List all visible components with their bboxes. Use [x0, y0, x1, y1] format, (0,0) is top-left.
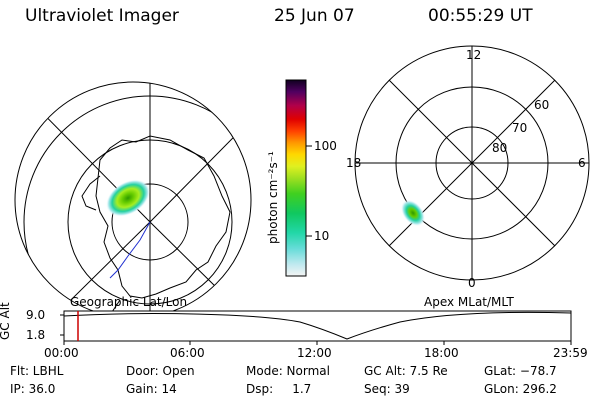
- filter-info: Flt: LBHL: [10, 364, 64, 378]
- colorbar-tick-10: 10: [314, 229, 330, 243]
- x-tick-1800: 18:00: [424, 346, 459, 360]
- door-info: Door: Open: [126, 364, 195, 378]
- geographic-label: Geographic Lat/Lon: [70, 295, 188, 309]
- mode-info: Mode: Normal: [246, 364, 330, 378]
- mlt-polar-plot: [354, 45, 590, 281]
- gc-alt-axis-title: GC Alt: [0, 302, 12, 340]
- mlt-label-18: 18: [346, 156, 362, 170]
- mlt-label-0: 0: [468, 276, 476, 290]
- y-tick-1-8: 1.8: [26, 328, 46, 342]
- y-tick-9: 9.0: [26, 308, 46, 322]
- mlat-label-70: 70: [512, 121, 528, 135]
- continent-outline: [95, 135, 231, 299]
- colorbar-unit-label: photon cm⁻²s⁻¹: [266, 151, 280, 244]
- altitude-timeline: [60, 310, 572, 345]
- x-tick-0000: 00:00: [44, 346, 79, 360]
- instrument-title: Ultraviolet Imager: [25, 6, 179, 26]
- colorbar: [285, 79, 312, 277]
- colorbar-tick-100: 100: [314, 139, 337, 153]
- gain-info: Gain: 14: [126, 382, 177, 396]
- apex-label: Apex MLat/MLT: [424, 295, 514, 309]
- mlt-label-6: 6: [578, 156, 586, 170]
- mlat-label-60: 60: [534, 98, 550, 112]
- x-tick-1200: 12:00: [297, 346, 332, 360]
- x-tick-0600: 06:00: [170, 346, 205, 360]
- dsp-info: Dsp: 1.7: [246, 382, 312, 396]
- gc-alt-info: GC Alt: 7.5 Re: [364, 364, 448, 378]
- glon-info: GLon: 296.2: [484, 382, 557, 396]
- aurora-emission-geo: [105, 179, 151, 217]
- south-america-outline: [57, 82, 105, 85]
- date-label: 25 Jun 07: [274, 6, 355, 26]
- aurora-emission-mlt: [400, 199, 426, 227]
- time-label: 00:55:29 UT: [428, 6, 533, 26]
- glat-info: GLat: −78.7: [484, 364, 557, 378]
- ip-info: IP: 36.0: [10, 382, 56, 396]
- seq-info: Seq: 39: [364, 382, 410, 396]
- x-tick-2359: 23:59: [553, 346, 588, 360]
- gc-altitude-curve: [63, 311, 572, 340]
- mlat-label-80: 80: [492, 141, 508, 155]
- mlt-label-12: 12: [466, 48, 482, 62]
